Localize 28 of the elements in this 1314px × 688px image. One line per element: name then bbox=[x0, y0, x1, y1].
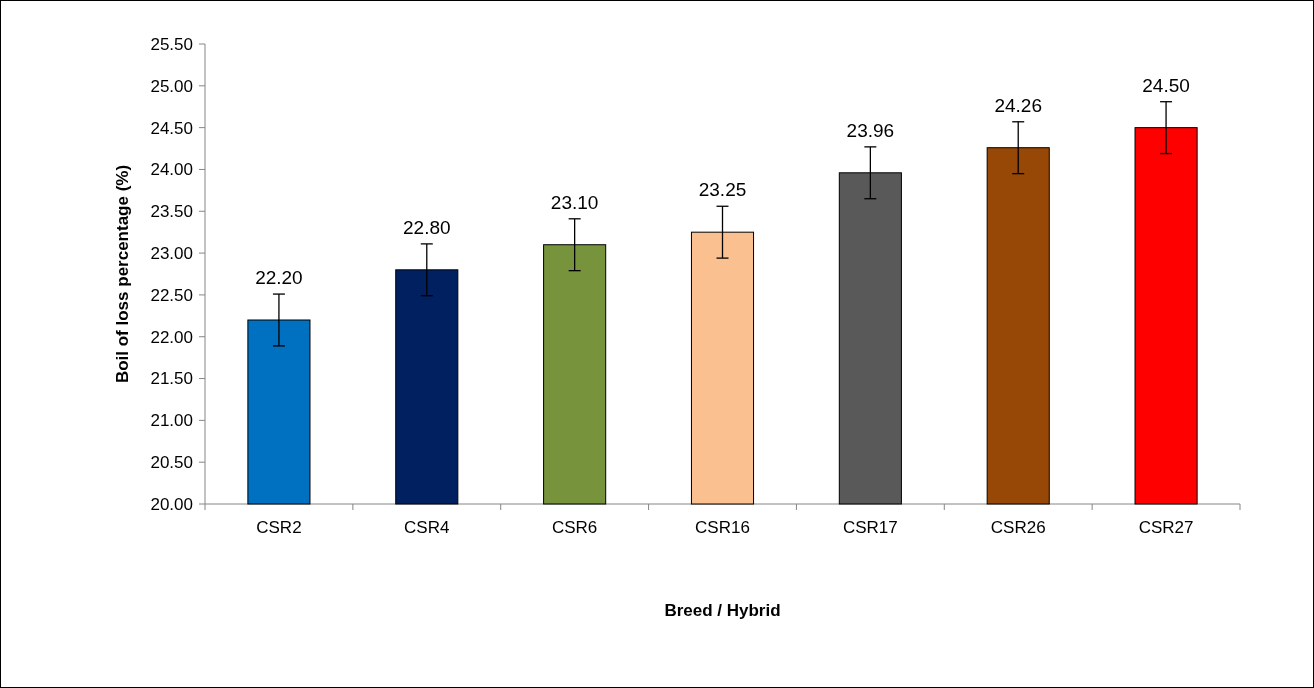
y-tick-label: 22.50 bbox=[150, 285, 193, 305]
x-tick-label: CSR26 bbox=[990, 518, 1046, 537]
data-label: 22.20 bbox=[255, 267, 303, 289]
x-tick-label: CSR6 bbox=[551, 518, 598, 537]
x-tick-label: CSR17 bbox=[842, 518, 898, 537]
data-label: 24.50 bbox=[1142, 74, 1190, 96]
y-tick-label: 21.50 bbox=[150, 369, 193, 389]
x-axis-title: Breed / Hybrid bbox=[664, 601, 781, 620]
x-tick-label: CSR27 bbox=[1138, 518, 1194, 537]
y-tick-label: 23.50 bbox=[150, 202, 193, 222]
y-tick-label: 21.00 bbox=[150, 411, 193, 431]
y-tick-label: 24.00 bbox=[150, 160, 193, 180]
y-axis-title: Boil of loss percentage (%) bbox=[113, 164, 132, 384]
data-label: 23.25 bbox=[698, 179, 747, 201]
data-label: 23.96 bbox=[846, 119, 895, 141]
data-label: 24.26 bbox=[994, 94, 1042, 116]
y-tick-label: 20.00 bbox=[150, 494, 193, 514]
y-tick-label: 25.00 bbox=[150, 76, 193, 96]
x-tick-label: CSR2 bbox=[256, 518, 302, 537]
x-tick-label: CSR4 bbox=[404, 518, 450, 537]
y-tick-label: 25.50 bbox=[150, 34, 193, 54]
y-tick-label: 20.50 bbox=[150, 453, 193, 473]
y-tick-label: 22.00 bbox=[150, 327, 193, 347]
y-tick-label: 24.50 bbox=[150, 118, 193, 138]
x-tick-label: CSR16 bbox=[695, 518, 750, 537]
data-label: 22.80 bbox=[403, 216, 451, 238]
data-label: 23.10 bbox=[550, 191, 599, 213]
y-tick-label: 23.00 bbox=[150, 244, 193, 264]
